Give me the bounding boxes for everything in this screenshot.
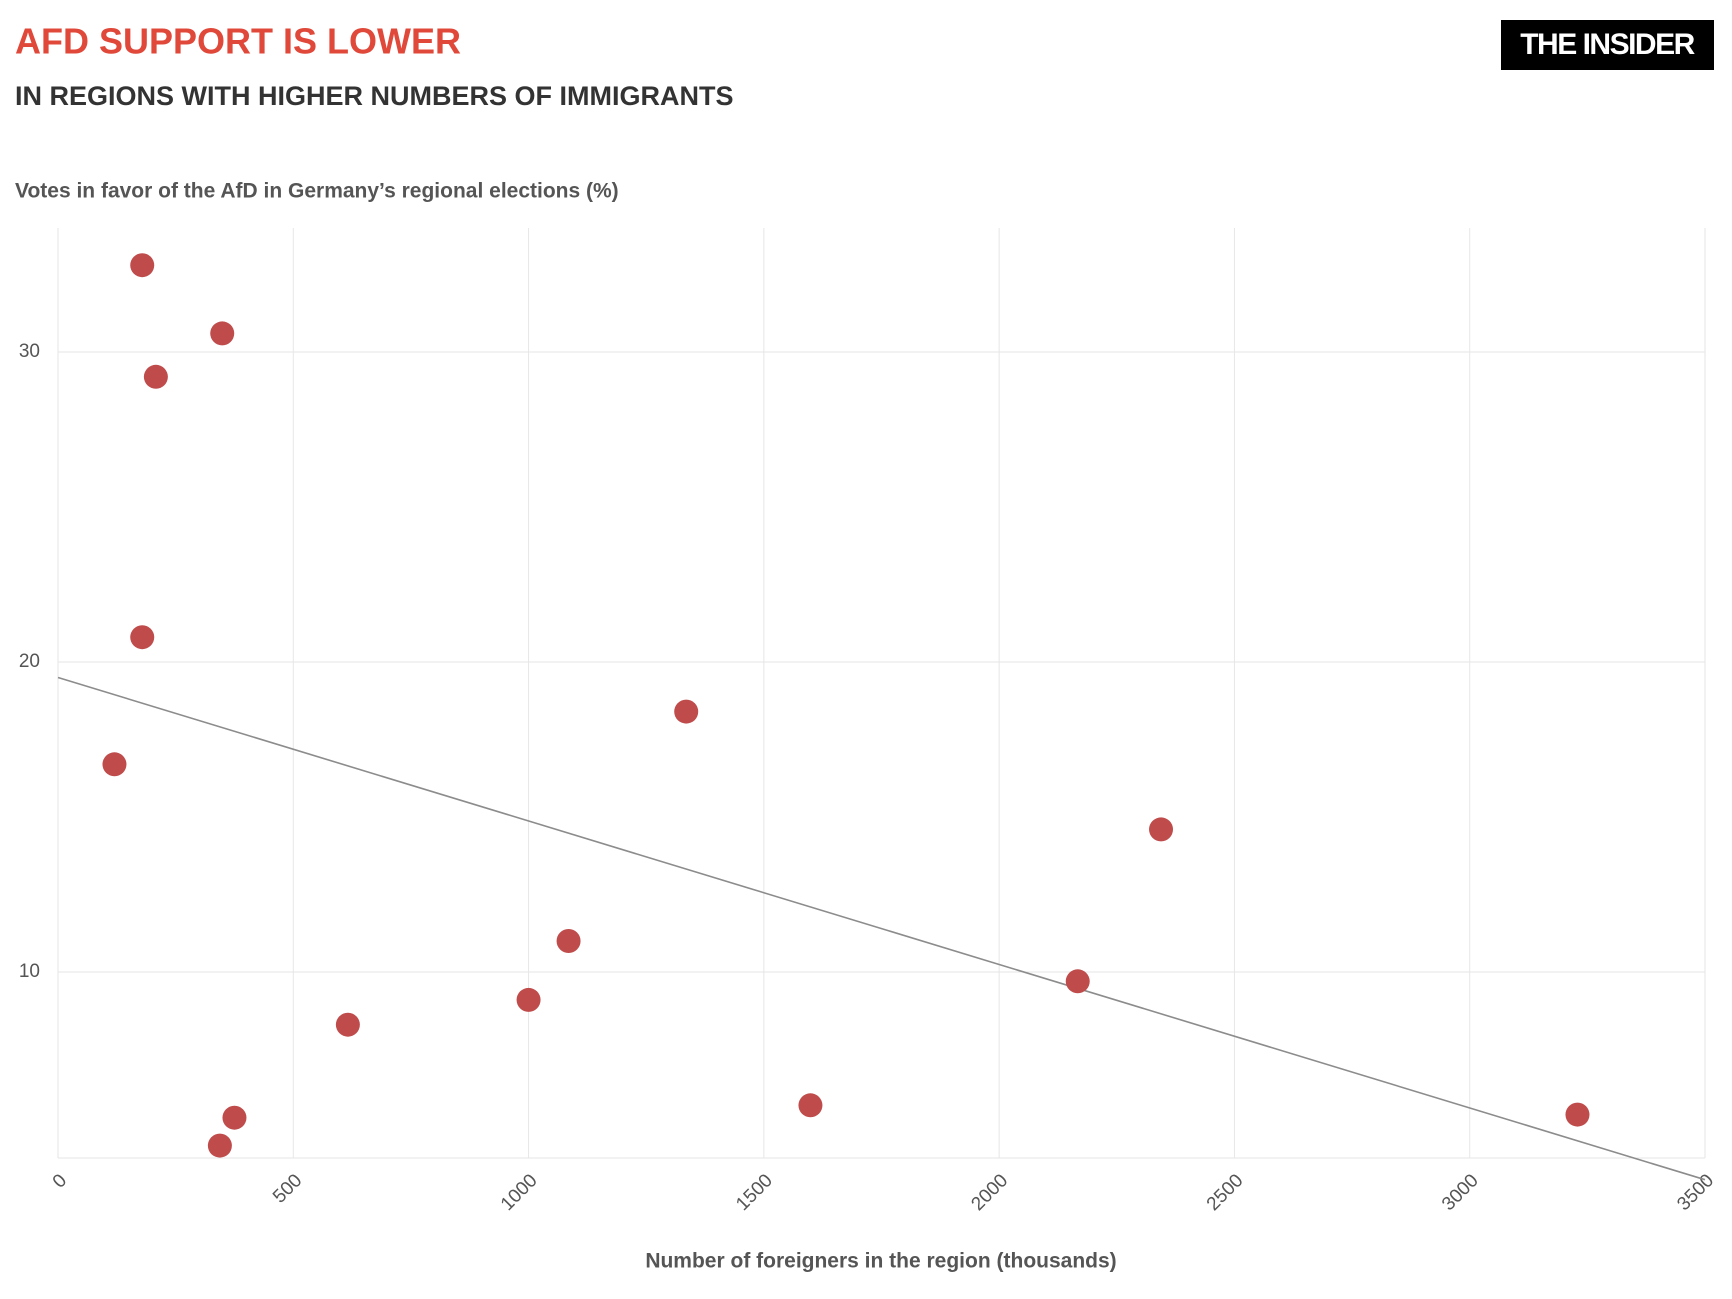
brand-logo: THE INSIDER	[1520, 28, 1695, 61]
x-tick-label: 0	[49, 1170, 71, 1192]
chart-title: AFD SUPPORT IS LOWER	[15, 21, 461, 62]
x-tick-label: 1000	[497, 1170, 542, 1215]
data-point	[1065, 969, 1090, 994]
y-tick-label: 10	[19, 961, 40, 982]
data-point	[143, 364, 168, 389]
trend-line	[57, 676, 1706, 1181]
data-point	[222, 1105, 247, 1130]
x-tick-label: 3000	[1438, 1170, 1483, 1215]
data-point	[1149, 817, 1174, 842]
data-point	[102, 752, 127, 777]
x-tick-label: 2000	[967, 1170, 1012, 1215]
data-point	[556, 929, 581, 953]
data-point	[207, 1133, 232, 1158]
data-point	[798, 1093, 823, 1118]
brand-box	[1501, 20, 1714, 70]
x-tick-label: 2500	[1203, 1170, 1248, 1215]
data-point	[1565, 1102, 1590, 1127]
data-point	[516, 987, 541, 1012]
data-point	[335, 1012, 360, 1037]
data-point	[210, 321, 235, 346]
chart-subtitle: IN REGIONS WITH HIGHER NUMBERS OF IMMIGR…	[15, 81, 734, 111]
x-axis-title: Number of foreigners in the region (thou…	[645, 1250, 1116, 1273]
y-axis-title: Votes in favor of the AfD in Germany’s r…	[15, 180, 619, 203]
data-point	[674, 699, 699, 724]
y-tick-label: 20	[19, 651, 40, 672]
data-point	[130, 625, 155, 650]
x-tick-label: 1500	[732, 1170, 777, 1215]
x-tick-label: 500	[269, 1170, 306, 1207]
data-point	[130, 253, 155, 278]
y-tick-label: 30	[19, 341, 40, 362]
